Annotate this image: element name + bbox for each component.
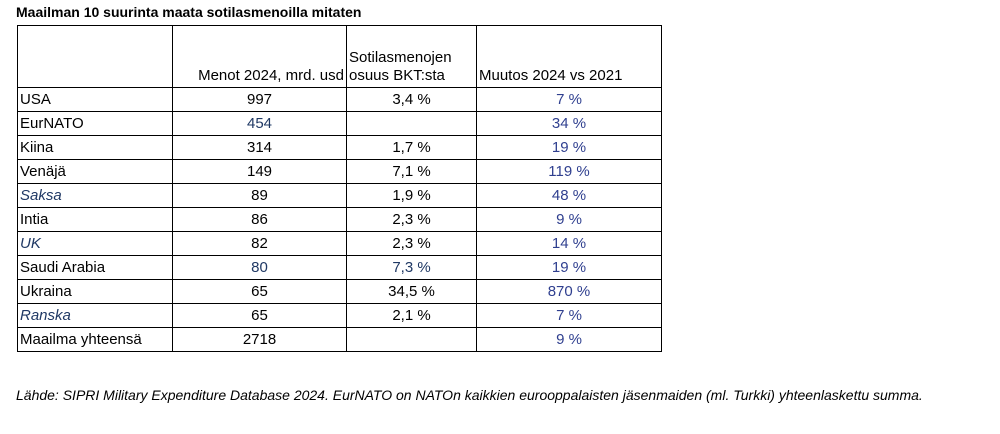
military-spending-table: Menot 2024, mrd. usd Sotilasmenojen osuu… <box>17 25 662 352</box>
row-spend: 82 <box>172 231 347 256</box>
row-change: 7 % <box>476 303 662 328</box>
row-change: 7 % <box>476 87 662 112</box>
row-change: 119 % <box>476 159 662 184</box>
row-name: Ukraina <box>17 279 173 304</box>
row-gdp: 1,9 % <box>346 183 477 208</box>
header-change: Muutos 2024 vs 2021 <box>476 25 662 88</box>
header-country <box>17 25 173 88</box>
header-row: Menot 2024, mrd. usd Sotilasmenojen osuu… <box>17 25 662 88</box>
row-change: 870 % <box>476 279 662 304</box>
table-title: Maailman 10 suurinta maata sotilasmenoil… <box>16 4 362 20</box>
row-gdp: 2,1 % <box>346 303 477 328</box>
row-change: 14 % <box>476 231 662 256</box>
row-gdp: 7,1 % <box>346 159 477 184</box>
row-name: Intia <box>17 207 173 232</box>
row-name: EurNATO <box>17 111 173 136</box>
row-spend: 65 <box>172 303 347 328</box>
row-gdp <box>346 327 477 352</box>
row-change: 9 % <box>476 207 662 232</box>
row-spend: 89 <box>172 183 347 208</box>
row-gdp: 2,3 % <box>346 231 477 256</box>
header-spend: Menot 2024, mrd. usd <box>172 25 347 88</box>
row-gdp: 3,4 % <box>346 87 477 112</box>
source-note: Lähde: SIPRI Military Expenditure Databa… <box>16 387 923 403</box>
row-change: 48 % <box>476 183 662 208</box>
table-row: Maailma yhteensä 2718 9 % <box>17 327 662 352</box>
row-change: 9 % <box>476 327 662 352</box>
row-gdp <box>346 111 477 136</box>
row-name: UK <box>17 231 173 256</box>
row-spend: 314 <box>172 135 347 160</box>
row-gdp: 7,3 % <box>346 255 477 280</box>
row-change: 19 % <box>476 255 662 280</box>
row-spend: 86 <box>172 207 347 232</box>
row-spend: 2718 <box>172 327 347 352</box>
table-row: Ranska 65 2,1 % 7 % <box>17 303 662 328</box>
row-name: Maailma yhteensä <box>17 327 173 352</box>
table-row: Ukraina 65 34,5 % 870 % <box>17 279 662 304</box>
row-name: Saudi Arabia <box>17 255 173 280</box>
row-change: 34 % <box>476 111 662 136</box>
row-name: USA <box>17 87 173 112</box>
table-row: Venäjä 149 7,1 % 119 % <box>17 159 662 184</box>
row-spend: 997 <box>172 87 347 112</box>
row-name: Kiina <box>17 135 173 160</box>
row-spend: 65 <box>172 279 347 304</box>
row-spend: 149 <box>172 159 347 184</box>
row-spend: 80 <box>172 255 347 280</box>
row-gdp: 34,5 % <box>346 279 477 304</box>
header-gdp-share: Sotilasmenojen osuus BKT:sta <box>346 25 477 88</box>
table-row: EurNATO 454 34 % <box>17 111 662 136</box>
row-name: Ranska <box>17 303 173 328</box>
row-spend: 454 <box>172 111 347 136</box>
table-row: Saksa 89 1,9 % 48 % <box>17 183 662 208</box>
row-change: 19 % <box>476 135 662 160</box>
row-gdp: 1,7 % <box>346 135 477 160</box>
table-row: Kiina 314 1,7 % 19 % <box>17 135 662 160</box>
row-name: Saksa <box>17 183 173 208</box>
table-row: UK 82 2,3 % 14 % <box>17 231 662 256</box>
row-gdp: 2,3 % <box>346 207 477 232</box>
table-row: Saudi Arabia 80 7,3 % 19 % <box>17 255 662 280</box>
row-name: Venäjä <box>17 159 173 184</box>
table-row: Intia 86 2,3 % 9 % <box>17 207 662 232</box>
table-row: USA 997 3,4 % 7 % <box>17 87 662 112</box>
